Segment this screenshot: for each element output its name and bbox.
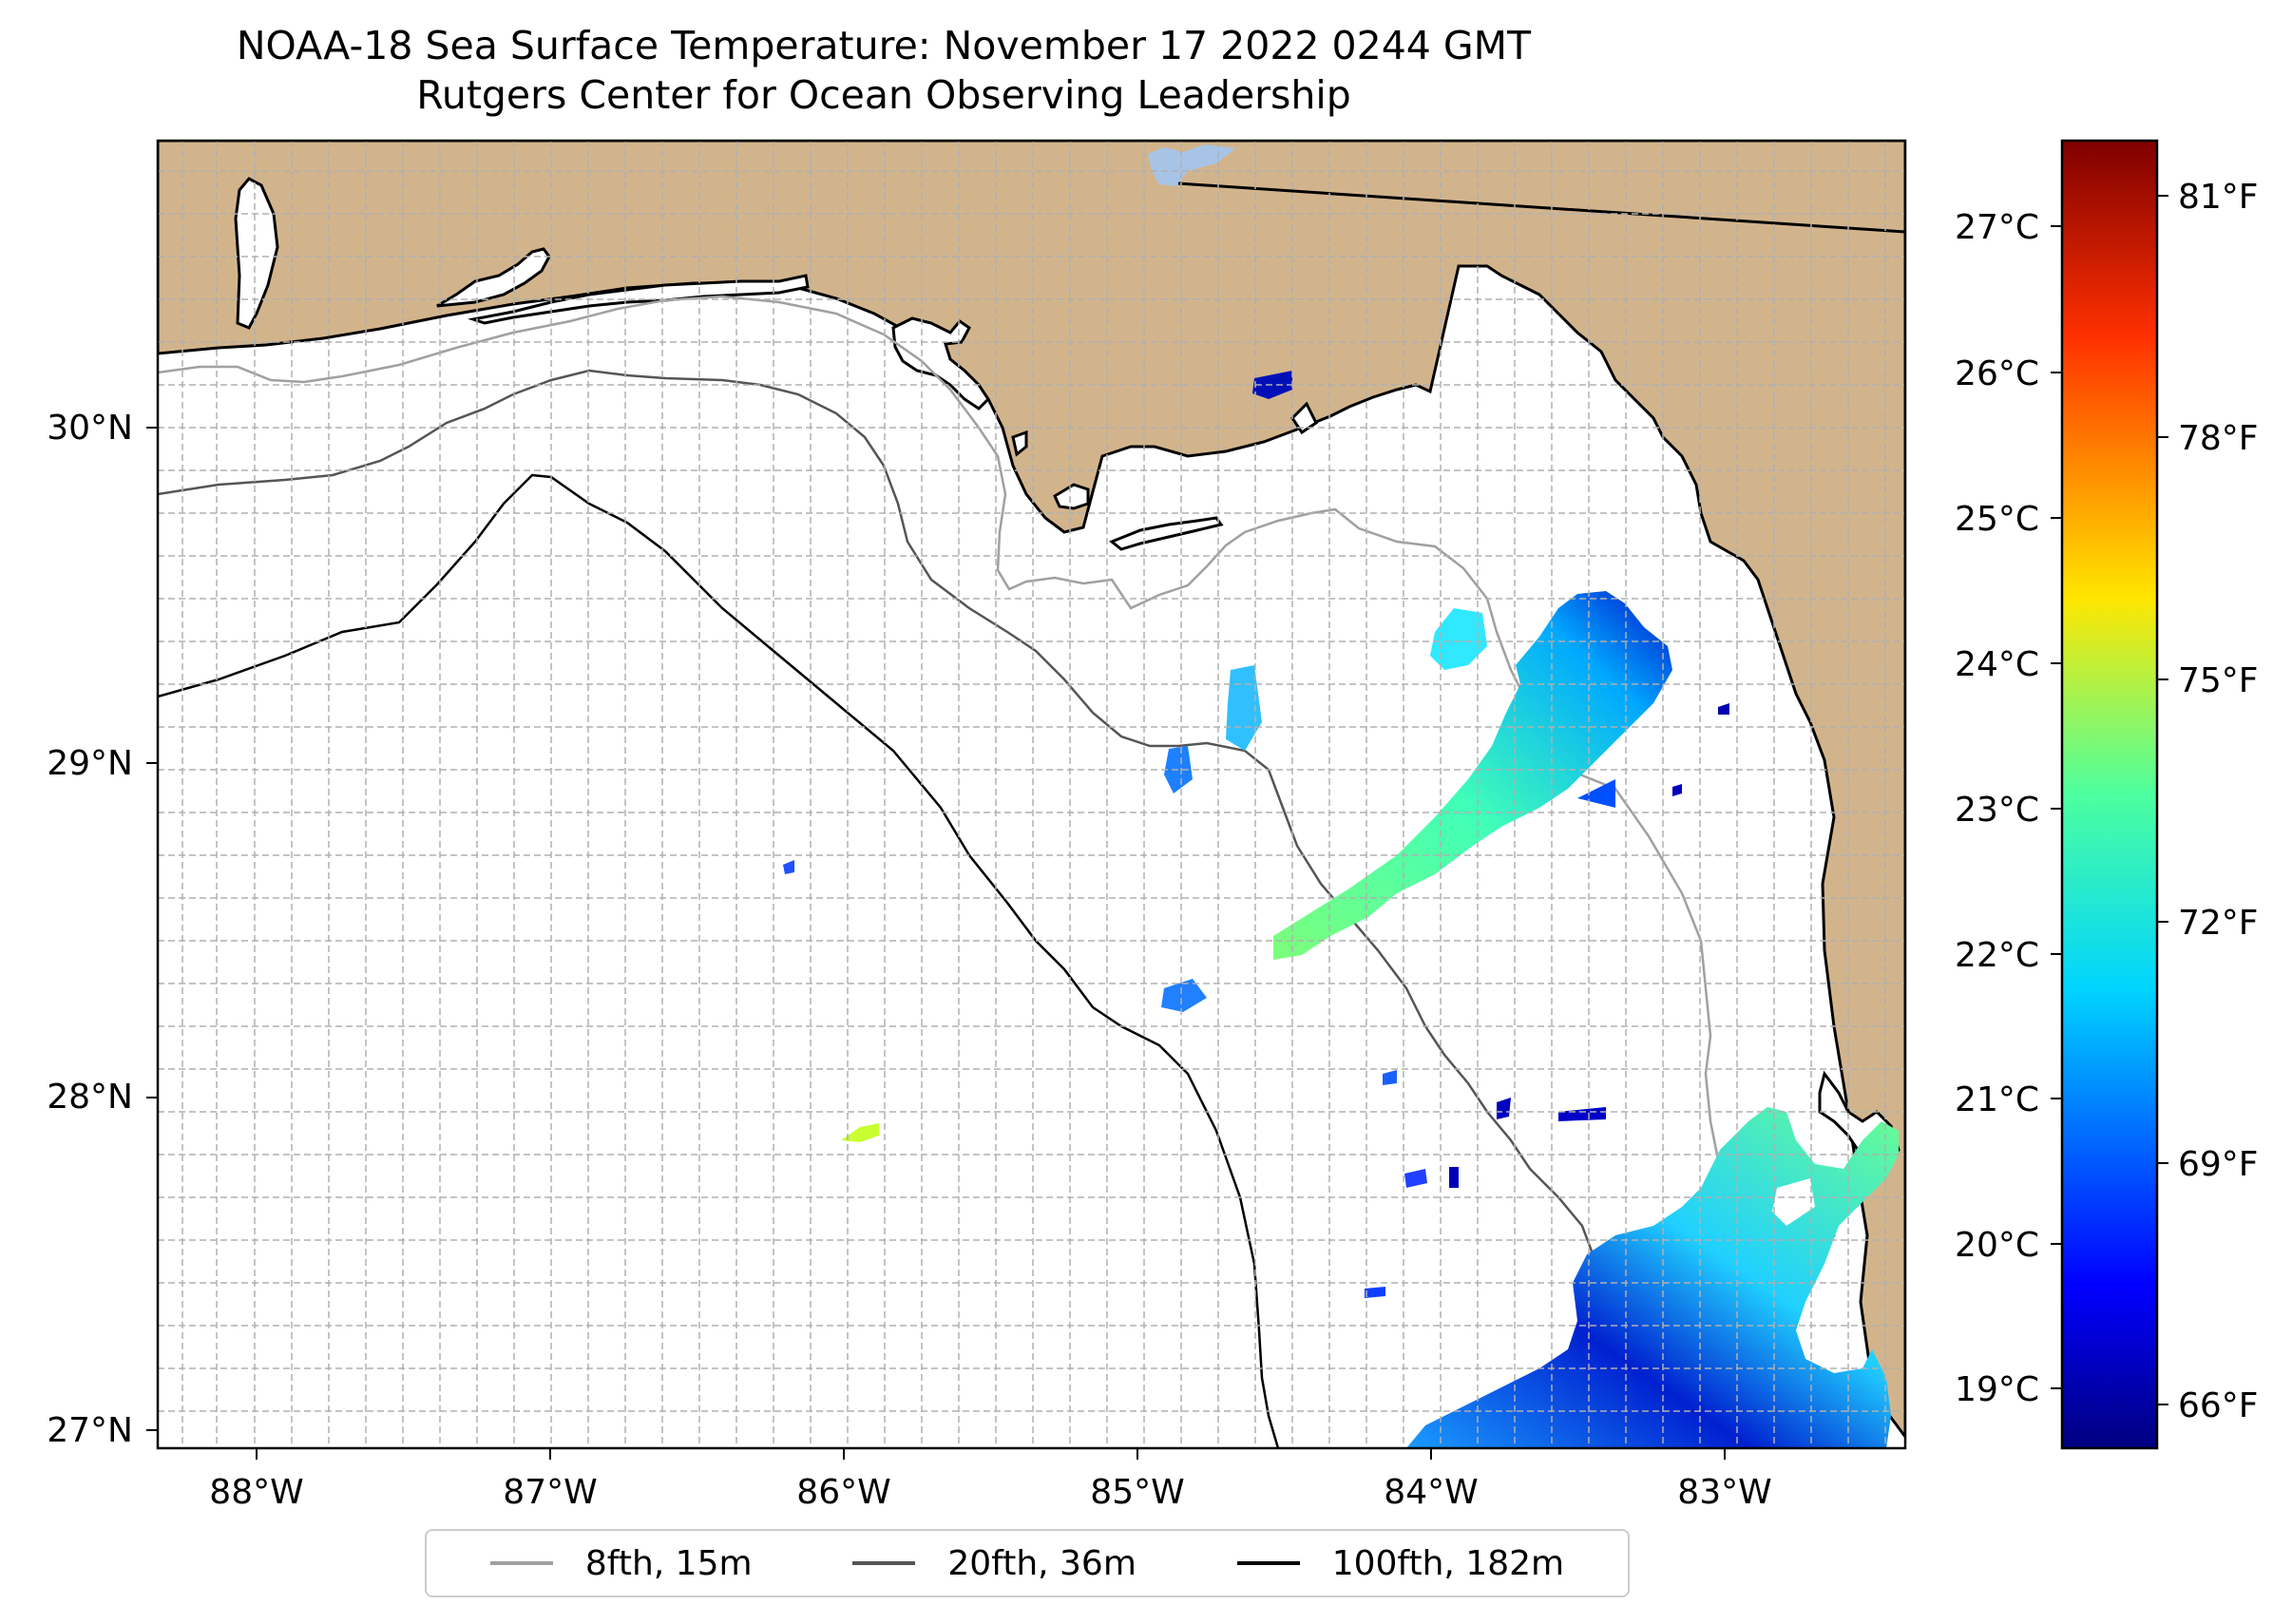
colorbar-c-label: 24°C	[1955, 645, 2039, 684]
lon-label-86w: 86°W	[796, 1473, 890, 1512]
colorbar-c-label: 25°C	[1955, 500, 2039, 539]
colorbar	[2060, 139, 2159, 1450]
colorbar-c-label: 20°C	[1955, 1226, 2039, 1265]
colorbar-f-label: 81°F	[2178, 178, 2259, 217]
legend-entry-100fth: 100fth, 182m	[1236, 1543, 1565, 1583]
lon-label-84w: 84°W	[1384, 1473, 1478, 1512]
colorbar-f-label: 72°F	[2178, 904, 2259, 943]
legend-line-8fth	[489, 1561, 553, 1565]
lon-label-85w: 85°W	[1090, 1473, 1184, 1512]
legend-label-20fth: 20fth, 36m	[947, 1543, 1136, 1583]
isobath-100fth	[158, 473, 1280, 1448]
colorbar-f-label: 78°F	[2178, 419, 2259, 458]
legend-entry-8fth: 8fth, 15m	[489, 1543, 753, 1583]
legend-entry-20fth: 20fth, 36m	[852, 1544, 1136, 1583]
map-title: NOAA-18 Sea Surface Temperature: Novembe…	[0, 21, 1767, 120]
lon-label-83w: 83°W	[1677, 1473, 1771, 1512]
colorbar-c-label: 22°C	[1955, 936, 2039, 975]
colorbar-ticks	[2051, 195, 2168, 1405]
colorbar-f-label: 75°F	[2178, 661, 2259, 700]
lat-label-28n: 28°N	[47, 1078, 133, 1117]
legend-line-100fth	[1236, 1561, 1300, 1565]
title-line-1: NOAA-18 Sea Surface Temperature: Novembe…	[236, 23, 1532, 68]
legend-label-8fth: 8fth, 15m	[584, 1543, 753, 1583]
lake	[1148, 144, 1235, 186]
state-boundary	[1177, 182, 1905, 234]
lat-label-30n: 30°N	[47, 409, 133, 448]
gridlines	[158, 141, 1905, 1448]
sst-patches	[783, 371, 1899, 1448]
lat-label-27n: 27°N	[47, 1411, 133, 1450]
colorbar-c-label: 27°C	[1955, 208, 2039, 247]
legend-label-100fth: 100fth, 182m	[1331, 1543, 1565, 1583]
colorbar-f-label: 66°F	[2178, 1386, 2259, 1425]
colorbar-c-label: 23°C	[1955, 791, 2039, 830]
colorbar-c-label: 21°C	[1955, 1080, 2039, 1119]
map-frame	[156, 139, 1907, 1450]
lon-label-87w: 87°W	[503, 1473, 597, 1512]
lon-label-88w: 88°W	[209, 1473, 303, 1512]
lat-label-29n: 29°N	[47, 744, 133, 783]
colorbar-c-label: 26°C	[1955, 354, 2039, 393]
axis-ticks	[146, 427, 1726, 1460]
isobath-legend: 8fth, 15m 20fth, 36m 100fth, 182m	[425, 1529, 1630, 1597]
colorbar-c-label: 19°C	[1955, 1370, 2039, 1409]
colorbar-f-label: 69°F	[2178, 1145, 2259, 1184]
title-line-2: Rutgers Center for Ocean Observing Leade…	[416, 72, 1351, 118]
legend-line-20fth	[852, 1561, 916, 1565]
